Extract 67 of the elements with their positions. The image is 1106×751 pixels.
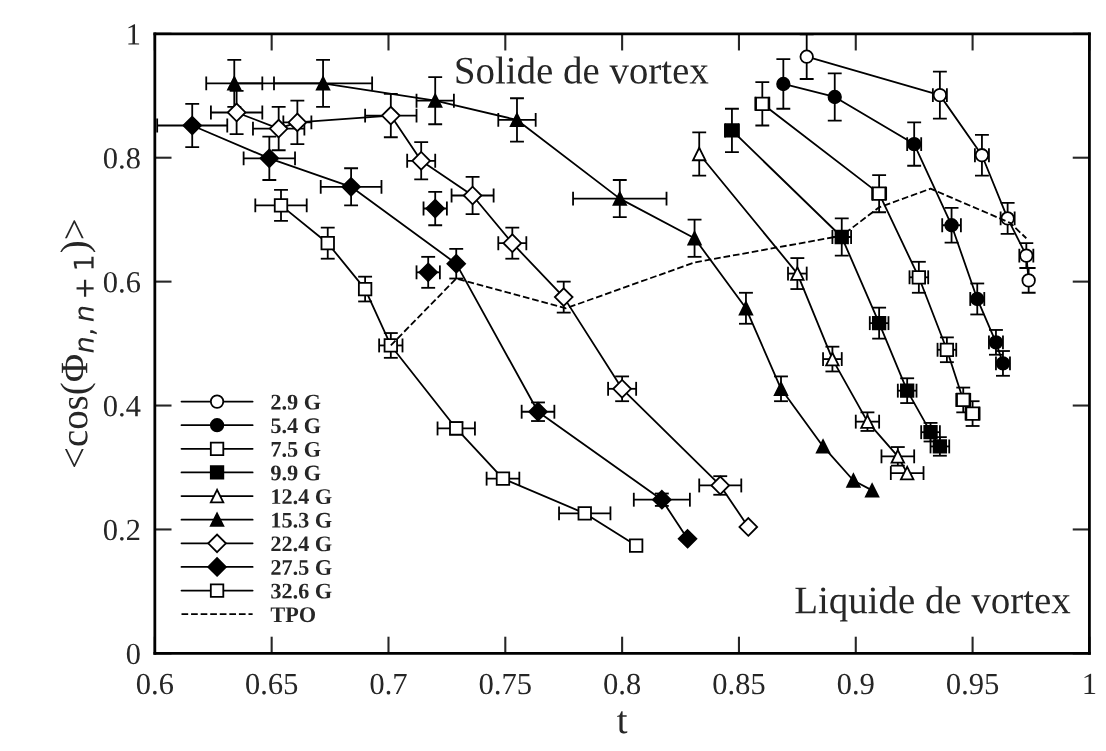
point xyxy=(738,301,754,316)
point xyxy=(799,49,814,64)
point xyxy=(446,253,466,274)
point xyxy=(227,76,242,91)
point xyxy=(411,151,431,171)
point xyxy=(428,93,443,108)
x-tick-label: 0.85 xyxy=(713,673,765,695)
legend-label: 12.4 G xyxy=(272,489,332,505)
point xyxy=(320,236,335,251)
point xyxy=(509,112,525,128)
x-tick-label: 0.8 xyxy=(604,673,641,695)
point xyxy=(273,198,289,213)
legend-label: TPO xyxy=(270,607,315,623)
point xyxy=(773,381,789,396)
point xyxy=(577,506,592,521)
point xyxy=(259,148,280,169)
y-tick-label: 0.4 xyxy=(103,395,141,417)
point xyxy=(677,529,698,549)
legend-label: 15.3 G xyxy=(272,512,332,528)
legend-label: 27.5 G xyxy=(271,560,332,576)
y-tick-label: 0.2 xyxy=(103,519,140,541)
point xyxy=(815,439,831,454)
y-axis-title: <cos(Φ$_{n,n+1}$)> xyxy=(60,220,97,468)
point xyxy=(738,517,759,537)
y-tick-label: 1 xyxy=(128,24,140,45)
point xyxy=(827,89,842,105)
point xyxy=(226,102,247,123)
point xyxy=(900,465,915,481)
point xyxy=(357,281,373,297)
point xyxy=(628,538,644,553)
legend-label: 9.9 G xyxy=(271,465,321,481)
point xyxy=(502,233,523,253)
point xyxy=(383,338,398,353)
annotation: Liquide de vortex xyxy=(795,586,1071,622)
point xyxy=(268,118,289,139)
point xyxy=(864,483,880,498)
point xyxy=(612,191,627,206)
point xyxy=(553,287,574,307)
legend-label: 22.4 G xyxy=(271,536,332,552)
y-tick-label: 0 xyxy=(126,643,140,665)
point xyxy=(341,177,361,197)
legend-label: 5.4 G xyxy=(271,418,321,434)
point xyxy=(182,115,202,136)
point xyxy=(462,185,483,206)
point xyxy=(692,146,707,162)
point xyxy=(846,473,861,488)
annotation: Solide de vortex xyxy=(456,56,709,84)
point xyxy=(776,76,791,92)
x-tick-label: 0.9 xyxy=(837,673,874,695)
legend-label: 2.9 G xyxy=(271,394,321,410)
y-tick-label: 0.8 xyxy=(103,147,140,169)
point xyxy=(315,76,331,91)
point xyxy=(687,231,702,246)
y-tick-label: 0.6 xyxy=(103,271,141,293)
x-tick-label: 0.75 xyxy=(479,673,531,695)
legend-label: 7.5 G xyxy=(271,441,321,457)
x-tick-label: 0.7 xyxy=(370,673,407,695)
point xyxy=(287,112,308,133)
point xyxy=(381,105,401,126)
point xyxy=(1021,273,1036,288)
point xyxy=(900,383,915,398)
x-axis-title: t xyxy=(617,711,628,734)
x-tick-label: 0.65 xyxy=(246,673,298,695)
point xyxy=(495,471,511,486)
x-tick-label: 0.95 xyxy=(947,673,999,695)
x-tick-label: 1 xyxy=(1084,673,1096,695)
legend-label: 32.6 G xyxy=(271,583,332,599)
